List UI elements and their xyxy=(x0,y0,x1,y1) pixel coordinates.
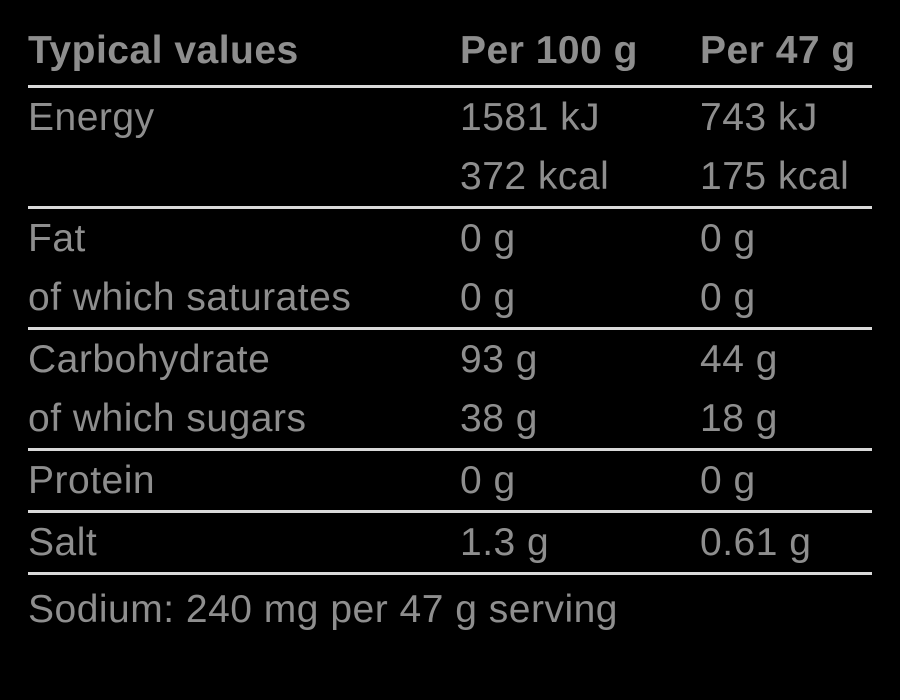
column-header-per-100g: Per 100 g xyxy=(460,29,638,72)
sodium-footnote: Sodium: 240 mg per 47 g serving xyxy=(28,588,618,631)
energy-per-47g: 743 kJ 175 kcal xyxy=(700,88,872,206)
column-header-per-47g: Per 47 g xyxy=(700,29,856,72)
energy-kcal-per-47g: 175 kcal xyxy=(700,155,850,198)
table-row-energy: Energy 1581 kJ 372 kcal 743 kJ 175 kcal xyxy=(28,88,872,209)
energy-kcal-per-100g: 372 kcal xyxy=(460,155,610,198)
fat-value-per-47g: 0 g xyxy=(700,217,756,260)
table-row-fat: Fat of which saturates 0 g 0 g 0 g 0 g xyxy=(28,209,872,330)
energy-kj-per-100g: 1581 kJ xyxy=(460,96,601,139)
row-label-energy: Energy xyxy=(28,88,460,206)
row-label-protein: Protein xyxy=(28,458,156,502)
table-footnote-row: Sodium: 240 mg per 47 g serving xyxy=(28,575,872,645)
nutrition-table: Typical values Per 100 g Per 47 g Energy… xyxy=(28,0,872,645)
table-row-carbohydrate: Carbohydrate of which sugars 93 g 38 g 4… xyxy=(28,330,872,451)
energy-kj-per-47g: 743 kJ xyxy=(700,96,818,139)
row-label-fat: Fat of which saturates xyxy=(28,209,460,327)
sugars-value-per-47g: 18 g xyxy=(700,397,778,440)
row-sublabel-text: of which saturates xyxy=(28,276,352,319)
salt-value-per-100g: 1.3 g xyxy=(460,520,550,564)
saturates-value-per-47g: 0 g xyxy=(700,276,756,319)
fat-value-per-100g: 0 g xyxy=(460,217,516,260)
column-header-typical-values: Typical values xyxy=(28,29,299,72)
row-label-salt: Salt xyxy=(28,520,98,564)
fat-per-100g: 0 g 0 g xyxy=(460,209,700,327)
protein-value-per-100g: 0 g xyxy=(460,458,516,502)
row-sublabel-text: of which sugars xyxy=(28,397,307,440)
carbohydrate-per-47g: 44 g 18 g xyxy=(700,330,872,448)
row-label-text: Fat xyxy=(28,217,86,260)
carbohydrate-per-100g: 93 g 38 g xyxy=(460,330,700,448)
carbohydrate-value-per-47g: 44 g xyxy=(700,338,778,381)
fat-per-47g: 0 g 0 g xyxy=(700,209,872,327)
row-label-carbohydrate: Carbohydrate of which sugars xyxy=(28,330,460,448)
row-sublabel-text xyxy=(28,147,460,206)
table-row-protein: Protein 0 g 0 g xyxy=(28,451,872,513)
sugars-value-per-100g: 38 g xyxy=(460,397,538,440)
row-label-text: Carbohydrate xyxy=(28,338,271,381)
energy-per-100g: 1581 kJ 372 kcal xyxy=(460,88,700,206)
carbohydrate-value-per-100g: 93 g xyxy=(460,338,538,381)
saturates-value-per-100g: 0 g xyxy=(460,276,516,319)
salt-value-per-47g: 0.61 g xyxy=(700,520,812,564)
protein-value-per-47g: 0 g xyxy=(700,458,756,502)
table-header-row: Typical values Per 100 g Per 47 g xyxy=(28,0,872,88)
table-row-salt: Salt 1.3 g 0.61 g xyxy=(28,513,872,575)
row-label-text: Energy xyxy=(28,96,155,139)
